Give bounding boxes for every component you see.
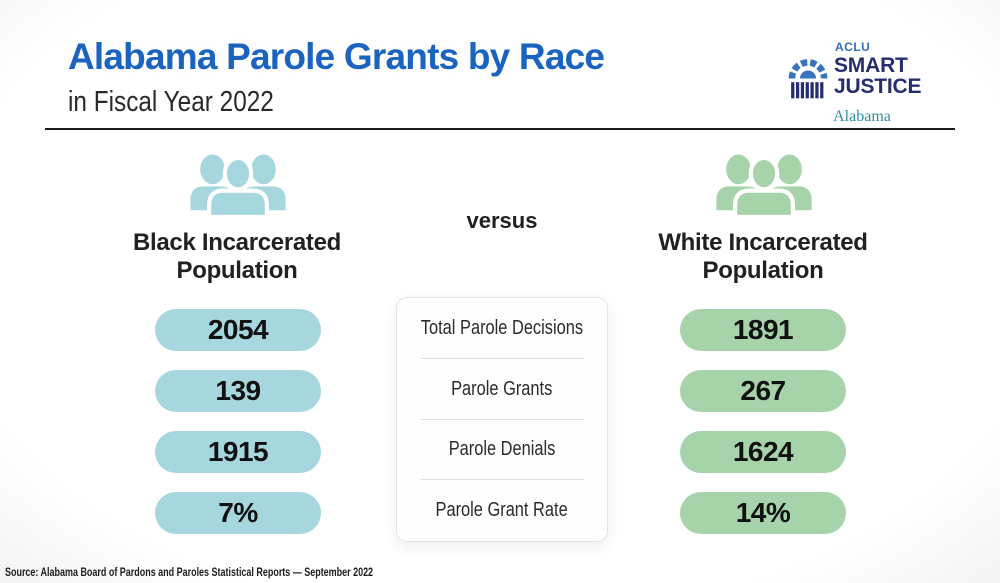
logo-brand-line2: JUSTICE <box>834 74 922 98</box>
white-population-values: 1891 267 1624 14% <box>680 309 846 553</box>
people-group-icon-black-population <box>190 154 286 217</box>
metric-label-grant-rate: Parole Grant Rate <box>435 499 569 522</box>
logo-brand-line1: SMART <box>834 54 908 77</box>
value-pill-white-grant-rate: 14% <box>680 492 846 534</box>
white-population-heading: White Incarcerated Population <box>658 229 868 285</box>
logo-region: Alabama <box>833 108 891 125</box>
metric-row: Total Parole Decisions <box>397 298 607 359</box>
value-pill-black-total-decisions: 2054 <box>155 309 321 351</box>
metrics-card: Total Parole Decisions Parole Grants Par… <box>396 297 608 542</box>
logo-row: ACLU SMART JUSTICE <box>786 40 938 106</box>
metric-row: Parole Grant Rate <box>397 480 607 541</box>
value-pill-black-parole-grants: 139 <box>155 370 321 412</box>
logo-org: ACLU <box>835 40 871 54</box>
metric-row: Parole Grants <box>397 359 607 420</box>
page-title: Alabama Parole Grants by Race <box>68 36 605 77</box>
source-note: Source: Alabama Board of Pardons and Par… <box>5 567 374 579</box>
value-pill-black-grant-rate: 7% <box>155 492 321 534</box>
value-pill-black-parole-denials: 1915 <box>155 431 321 473</box>
metric-label-parole-denials: Parole Denials <box>448 438 556 461</box>
metric-label-parole-grants: Parole Grants <box>451 377 553 400</box>
black-population-heading: Black Incarcerated Population <box>132 229 342 285</box>
versus-label: versus <box>466 208 538 233</box>
value-pill-white-total-decisions: 1891 <box>680 309 846 351</box>
value-pill-white-parole-denials: 1624 <box>680 431 846 473</box>
page-subtitle: in Fiscal Year 2022 <box>68 86 274 118</box>
aclu-smart-justice-logo: ACLU SMART JUSTICE Alabama <box>786 40 938 126</box>
people-group-icon-white-population <box>716 154 812 217</box>
logo-text: ACLU SMART JUSTICE <box>834 40 921 97</box>
sunrise-over-bars-icon <box>788 59 828 99</box>
black-population-values: 2054 139 1915 7% <box>155 309 321 553</box>
metric-row: Parole Denials <box>397 420 607 481</box>
metric-label-total-decisions: Total Parole Decisions <box>420 316 584 339</box>
header-divider <box>45 128 955 130</box>
value-pill-white-parole-grants: 267 <box>680 370 846 412</box>
